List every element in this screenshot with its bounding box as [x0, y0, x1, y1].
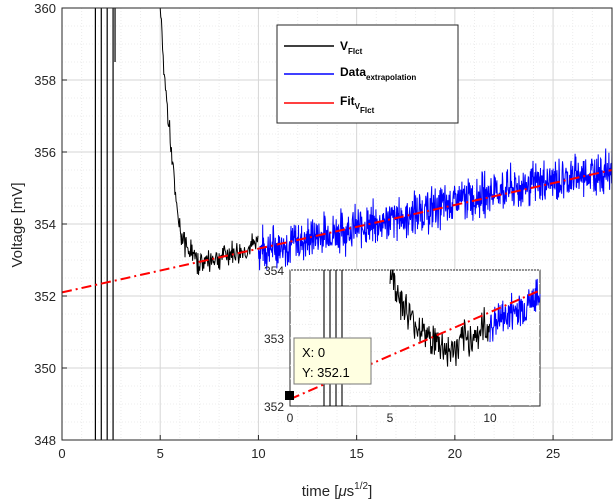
y-tick-label: 350: [34, 361, 56, 376]
series-line-fit: [61, 169, 613, 294]
legend-label-vflct: VFlct: [340, 39, 363, 56]
data-tip[interactable]: X: 0 Y: 352.1: [285, 337, 372, 400]
legend-label-extrapolation: Dataextrapolation: [340, 65, 416, 82]
series-line-vflct: [159, 7, 259, 275]
inset-x-tick-label: 10: [483, 411, 497, 425]
x-tick-label: 25: [546, 446, 560, 461]
inset-x-tick-label: 5: [387, 411, 394, 425]
x-tick-label: 15: [349, 446, 363, 461]
x-tick-label: 0: [58, 446, 65, 461]
x-axis-label: time [μs1/2]: [302, 481, 372, 500]
data-tip-x: X: 0: [302, 345, 325, 360]
inset-series-vflct: [389, 269, 491, 367]
x-tick-label: 20: [448, 446, 462, 461]
series-line-extrapolation: [257, 148, 613, 271]
x-tick-label: 10: [251, 446, 265, 461]
y-axis-label: Voltage [mV]: [9, 182, 26, 267]
y-tick-label: 356: [34, 145, 56, 160]
inset-tick-labels: 0 5 10 352 353 354: [264, 264, 497, 425]
legend: VFlct Dataextrapolation FitVFlct: [276, 24, 459, 124]
y-tick-label: 352: [34, 289, 56, 304]
x-tick-label: 5: [157, 446, 164, 461]
y-tick-label: 354: [34, 217, 56, 232]
data-tip-marker[interactable]: [285, 391, 294, 400]
tick-labels: 0 5 10 15 20 25 348 350 352 354 356 358 360: [34, 1, 560, 461]
data-tip-y: Y: 352.1: [302, 365, 350, 380]
legend-label-fit: FitVFlct: [340, 94, 375, 115]
y-tick-label: 358: [34, 73, 56, 88]
inset-y-tick-label: 352: [264, 400, 284, 414]
inset-x-tick-label: 0: [287, 411, 294, 425]
series-layer: [61, 7, 613, 440]
inset-y-tick-label: 354: [264, 264, 284, 278]
y-tick-label: 360: [34, 1, 56, 16]
inset-series-extrapolation: [489, 278, 541, 343]
inset-y-tick-label: 353: [264, 332, 284, 346]
data-tip-box: [293, 337, 372, 385]
y-tick-label: 348: [34, 433, 56, 448]
